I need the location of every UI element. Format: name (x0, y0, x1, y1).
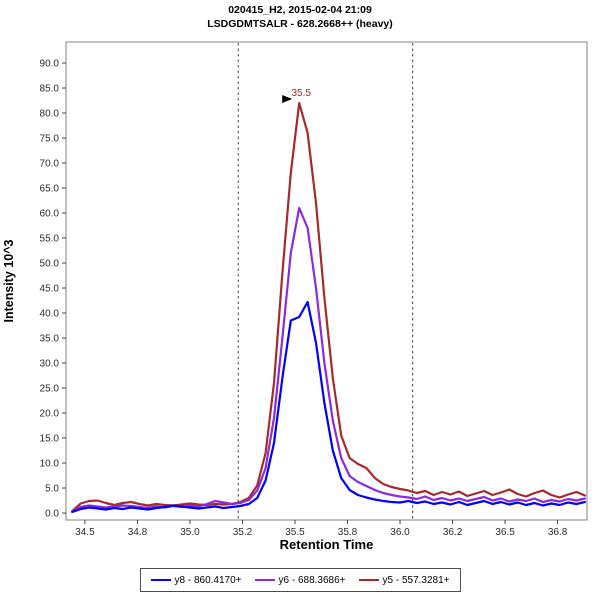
chart-subtitle: LSDGDMTSALR - 628.2668++ (heavy) (207, 18, 393, 30)
legend-line-swatch (150, 579, 171, 581)
legend-line-swatch (358, 579, 379, 581)
legend-item-y6: y6 - 688.3686+ (254, 574, 346, 586)
x-axis-tick-label: 36.8 (548, 527, 568, 538)
x-axis-tick-label: 35.0 (180, 527, 200, 538)
y-axis-tick-label: 85.0 (40, 84, 60, 95)
plot-frame (65, 41, 588, 521)
x-axis-title: Retention Time (279, 537, 374, 552)
x-axis-tick-label: 34.5 (75, 527, 95, 538)
x-axis-tick-label: 35.8 (338, 527, 358, 538)
x-axis-tick-label: 35.2 (233, 527, 253, 538)
y-axis-tick-label: 70.0 (40, 159, 60, 170)
y-axis-tick-label: 35.0 (40, 334, 60, 345)
y-axis-tick-label: 45.0 (40, 284, 60, 295)
y-axis-tick-label: 50.0 (40, 259, 60, 270)
y-axis-tick-label: 0.0 (45, 509, 59, 520)
y-axis-tick-label: 90.0 (40, 59, 60, 70)
chart-title: 020415_H2, 2015-02-04 21:09 (228, 4, 372, 16)
chromatogram-trace-y5 (71, 101, 587, 513)
legend-label: y8 - 860.4170+ (174, 574, 242, 586)
legend-item-y8: y8 - 860.4170+ (150, 574, 242, 586)
y-axis-tick-label: 15.0 (40, 434, 60, 445)
peak-selection-arrow-icon (282, 95, 293, 103)
legend-line-swatch (254, 579, 275, 581)
x-axis-tick-label: 34.8 (128, 527, 148, 538)
y-axis-tick-label: 65.0 (40, 184, 60, 195)
x-axis-tick-label: 36.0 (390, 527, 410, 538)
y-axis-tick-label: 55.0 (40, 234, 60, 245)
legend: y8 - 860.4170+ y6 - 688.3686+ y5 - 557.328… (0, 568, 600, 592)
y-axis-tick-label: 25.0 (40, 384, 60, 395)
chromatogram-trace-y6 (71, 206, 587, 513)
y-axis-tick-label: 20.0 (40, 409, 60, 420)
x-axis-tick-label: 36.2 (443, 527, 463, 538)
x-axis-tick-label: 36.5 (495, 527, 515, 538)
y-axis-tick-label: 30.0 (40, 359, 60, 370)
peak-rt-annotation[interactable]: 35.5 (291, 88, 311, 99)
legend-item-y5: y5 - 557.3281+ (358, 574, 450, 586)
x-axis-tick-label: 35.5 (285, 527, 305, 538)
y-axis-tick-label: 75.0 (40, 134, 60, 145)
y-axis-tick-label: 60.0 (40, 209, 60, 220)
legend-box: y8 - 860.4170+ y6 - 688.3686+ y5 - 557.328… (139, 568, 461, 592)
legend-label: y6 - 688.3686+ (278, 574, 346, 586)
chromatogram-trace-y8 (71, 300, 587, 514)
legend-label: y5 - 557.3281+ (382, 574, 450, 586)
y-axis-tick-label: 10.0 (40, 459, 60, 470)
y-axis-tick-label: 80.0 (40, 109, 60, 120)
y-axis-tick-label: 40.0 (40, 309, 60, 320)
y-axis-tick-label: 5.0 (45, 484, 59, 495)
